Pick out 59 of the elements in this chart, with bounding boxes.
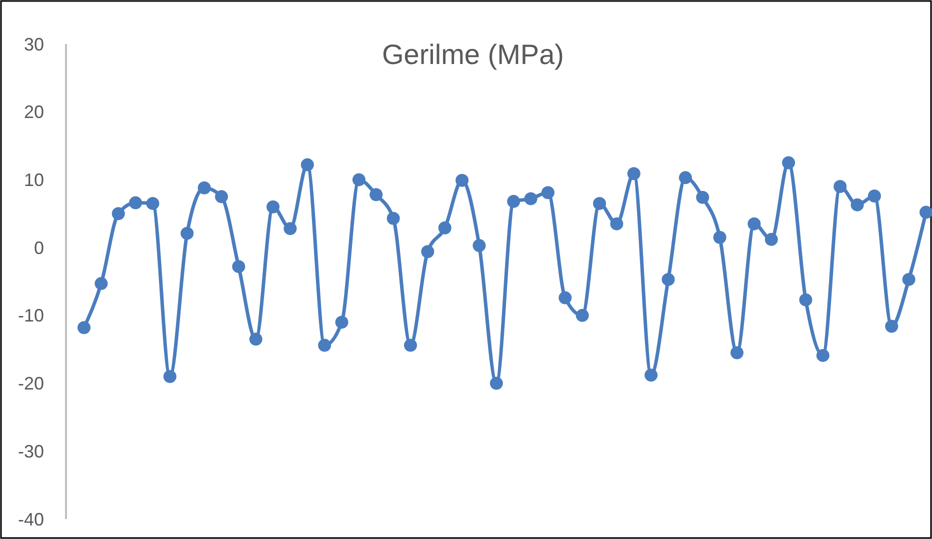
point [662,272,675,286]
point [94,277,108,290]
point [850,198,864,212]
point [713,230,726,244]
point [730,346,744,360]
point [214,190,228,204]
point [163,370,176,383]
point [764,232,778,246]
point [627,167,640,180]
point [885,320,898,333]
point [352,173,366,186]
point [198,181,211,194]
point [146,196,160,210]
point [576,308,589,322]
point [507,194,520,208]
point [266,200,280,214]
point [644,368,658,382]
point [902,272,916,286]
point [249,332,262,346]
chart-title: Gerilme (MPa) [382,39,564,70]
point [678,171,692,184]
point [112,207,125,220]
point [232,260,246,274]
point [524,192,538,206]
point [300,158,314,172]
point [421,245,434,258]
y-tick-label: 0 [34,238,44,258]
point [129,196,142,210]
point [868,190,881,202]
point [284,222,297,236]
point [456,174,469,187]
point [490,376,503,390]
point [782,156,796,170]
point [78,321,90,334]
y-tick-label: -20 [18,374,44,394]
point [180,226,194,240]
point [472,239,486,252]
point [335,316,348,329]
y-tick-label: -40 [18,509,44,530]
y-tick-label: 30 [24,34,44,54]
y-tick-label: -10 [18,306,44,326]
point [696,190,710,204]
point [438,221,452,234]
y-tick-label: 10 [24,170,44,190]
point [404,338,417,352]
y-tick-label: 20 [24,102,44,122]
point [799,293,812,306]
point [593,196,606,210]
point [370,188,383,202]
y-tick-label: -30 [18,441,44,462]
point [558,291,572,304]
point [610,217,624,230]
point [541,186,554,200]
point [920,206,932,219]
point [748,217,761,230]
point [834,180,847,193]
point [318,338,332,352]
point [386,212,400,225]
point [816,348,830,362]
